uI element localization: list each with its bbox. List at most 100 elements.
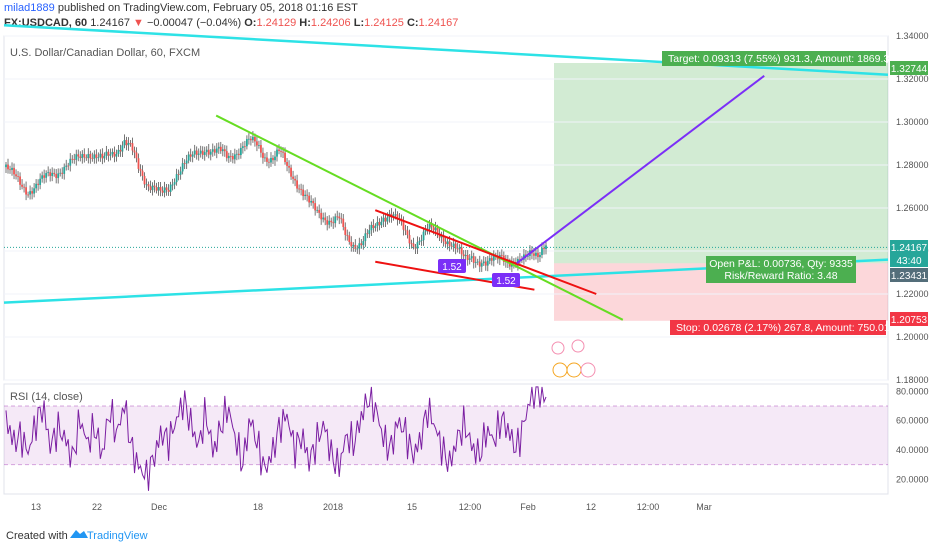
- open-pl-label: Open P&L: 0.00736, Qty: 9335: [709, 258, 853, 270]
- time-tick-label: 22: [92, 502, 102, 512]
- candle-body: [69, 158, 72, 166]
- candle-body: [143, 175, 146, 185]
- candle-body: [296, 180, 298, 189]
- candle-body: [292, 176, 294, 179]
- event-marker-icon[interactable]: [552, 362, 568, 378]
- candle-body: [258, 145, 260, 146]
- time-axis[interactable]: 13 22 Dec 18 2018 15 12:00 Feb 12 12:00 Mar: [31, 502, 712, 512]
- price-grid: [4, 35, 888, 381]
- stop-price-tag: 1.20753: [891, 315, 928, 326]
- high-value: 1.24206: [310, 17, 351, 29]
- candle-body: [43, 175, 46, 178]
- tradingview-logo-icon: [70, 530, 88, 538]
- candle-body: [75, 154, 78, 160]
- candle-body: [284, 152, 286, 162]
- event-marker-icon[interactable]: [551, 341, 565, 355]
- open-pl-label-bg: [706, 256, 856, 283]
- candle-body: [9, 169, 11, 171]
- event-markers[interactable]: [551, 339, 596, 378]
- candle-body: [368, 230, 371, 234]
- candle-body: [179, 171, 182, 175]
- candle-body: [239, 147, 242, 156]
- candle-body: [298, 188, 300, 190]
- rsi-tick-label: 20.0000: [896, 474, 929, 484]
- candle-body: [181, 163, 184, 172]
- candle-body: [268, 161, 270, 163]
- candle-body: [17, 176, 19, 178]
- candle-body: [430, 223, 433, 228]
- candle-body: [23, 186, 25, 188]
- rsi-pane[interactable]: [3, 383, 889, 495]
- candle-body: [117, 149, 120, 155]
- candle-body: [219, 146, 222, 152]
- candle-body: [464, 254, 467, 257]
- candle-body: [384, 217, 387, 222]
- candle-body: [229, 155, 232, 157]
- open-label: O:: [244, 17, 257, 29]
- event-marker-icon[interactable]: [571, 339, 585, 353]
- trendline-red-upper[interactable]: [374, 209, 597, 295]
- candle-body: [101, 153, 104, 159]
- rsi-axis[interactable]: 80.0000 60.0000 40.0000 20.0000: [896, 386, 929, 484]
- candle-body: [173, 182, 176, 185]
- trendlines-group[interactable]: [3, 24, 889, 321]
- event-marker-icon[interactable]: [566, 362, 582, 378]
- candle-body: [247, 138, 250, 140]
- candle-body: [151, 185, 154, 191]
- candle-body: [87, 153, 90, 159]
- candle-body: [358, 243, 361, 249]
- candle-body: [81, 154, 84, 159]
- candle-body: [67, 165, 70, 167]
- footer-brand[interactable]: TradingView: [87, 530, 148, 542]
- candle-body: [346, 234, 349, 236]
- candle-body: [314, 203, 317, 211]
- candle-body: [308, 195, 311, 203]
- target-zone[interactable]: [554, 63, 888, 264]
- candle-body: [123, 140, 126, 146]
- candle-body: [372, 224, 375, 229]
- candle-body: [113, 151, 116, 157]
- change-value: −0.00047 (−0.04%): [146, 17, 242, 29]
- candle-body: [444, 241, 447, 245]
- price-axis[interactable]: 1.340001.320001.300001.280001.260001.240…: [896, 31, 929, 385]
- candle-body: [217, 146, 220, 149]
- candle-body: [61, 172, 64, 174]
- candle-body: [187, 154, 190, 161]
- candle-body: [195, 150, 198, 155]
- pattern-label-2: 1.52: [496, 276, 516, 287]
- candle-body: [231, 156, 234, 160]
- candle-body: [115, 154, 118, 157]
- candle-body: [450, 245, 453, 247]
- candle-body: [205, 149, 208, 153]
- candle-body: [157, 187, 160, 191]
- candle-body: [410, 243, 413, 245]
- candle-body: [11, 167, 13, 170]
- candle-body: [35, 183, 38, 189]
- candle-body: [209, 151, 212, 155]
- candle-body: [527, 255, 529, 257]
- author-link[interactable]: milad1889: [4, 2, 55, 14]
- stop-label-bg: [670, 320, 886, 335]
- stop-price-tag-bg: [890, 312, 928, 326]
- time-tick-label: 13: [31, 502, 41, 512]
- trendline-purple-projection[interactable]: [516, 74, 765, 265]
- header-line-1: milad1889 published on TradingView.com, …: [4, 2, 358, 14]
- candle-body: [318, 209, 321, 213]
- trendline-cyan-upper[interactable]: [3, 24, 889, 76]
- candle-body: [422, 231, 425, 241]
- candle-body: [95, 154, 98, 158]
- risk-reward-label: Risk/Reward Ratio: 3.48: [724, 270, 837, 282]
- time-tick-label: 2018: [323, 502, 343, 512]
- countdown-tag-bg: [890, 254, 928, 267]
- candle-body: [436, 227, 439, 234]
- candle-body: [386, 217, 389, 222]
- event-marker-icon[interactable]: [580, 362, 596, 378]
- stop-label: Stop: 0.02678 (2.17%) 267.8, Amount: 750…: [676, 322, 890, 334]
- candle-body: [304, 194, 307, 196]
- candle-body: [382, 217, 385, 222]
- candle-body: [13, 167, 15, 175]
- candle-body: [458, 247, 461, 250]
- candle-body: [189, 154, 192, 157]
- trendline-green-wedge[interactable]: [215, 114, 624, 321]
